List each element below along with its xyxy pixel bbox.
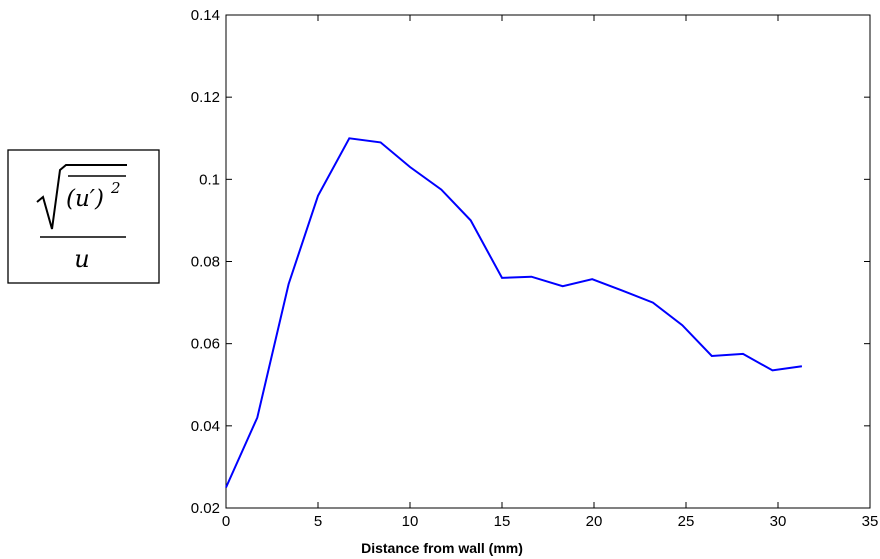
x-axis-ticks — [225, 15, 871, 508]
x-tick-label: 5 — [314, 513, 322, 530]
data-series-line — [225, 137, 803, 488]
y-tick-label: 0.06 — [191, 336, 220, 353]
y-axis-tick-labels: 0.02 0.04 0.06 0.08 0.1 0.12 0.14 — [191, 7, 220, 517]
formula-box — [7, 149, 160, 284]
x-tick-label: 10 — [402, 513, 419, 530]
x-tick-label: 30 — [770, 513, 787, 530]
formula-numerator: (u′) — [66, 186, 104, 212]
x-tick-label: 0 — [222, 513, 230, 530]
formula-exponent: 2 — [110, 179, 121, 197]
y-tick-label: 0.08 — [191, 254, 220, 271]
plot-frame — [225, 14, 871, 509]
y-tick-label: 0.1 — [199, 171, 220, 188]
y-tick-label: 0.04 — [191, 418, 220, 435]
formula-denominator: u — [74, 245, 89, 273]
y-axis-formula-label: (u′) 2 u — [7, 149, 160, 284]
x-tick-label: 25 — [678, 513, 695, 530]
x-tick-label: 35 — [862, 513, 879, 530]
x-axis-title: Distance from wall (mm) — [361, 540, 523, 556]
x-tick-label: 20 — [586, 513, 603, 530]
y-tick-label: 0.14 — [191, 7, 220, 24]
y-axis-ticks — [226, 14, 870, 509]
x-axis-tick-labels: 0 5 10 15 20 25 30 35 — [222, 513, 879, 530]
y-tick-label: 0.12 — [191, 89, 220, 106]
x-tick-label: 15 — [494, 513, 511, 530]
y-tick-label: 0.02 — [191, 500, 220, 517]
sqrt-radical — [36, 164, 127, 230]
